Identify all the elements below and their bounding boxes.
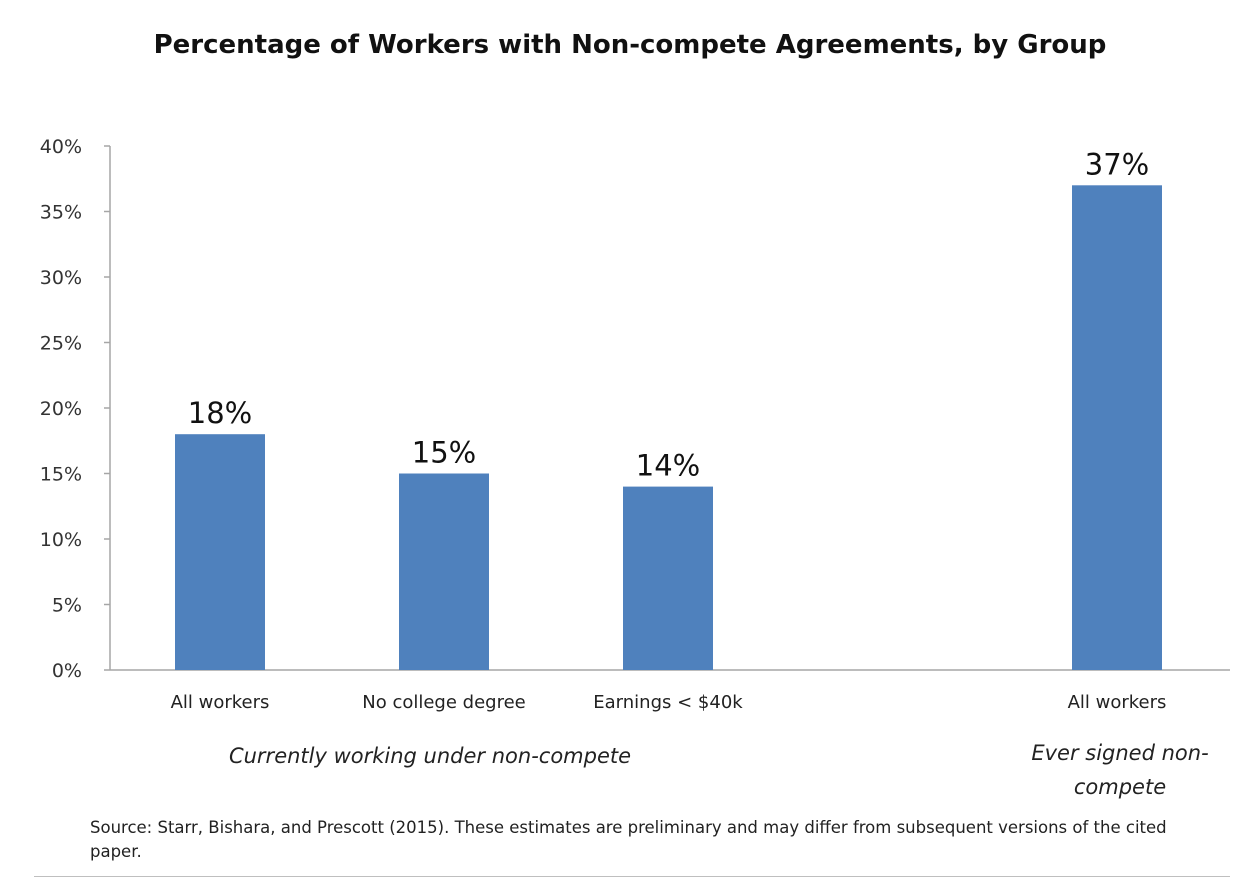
data-label: 37% bbox=[1085, 147, 1149, 181]
bar bbox=[1072, 185, 1162, 671]
bar bbox=[399, 473, 489, 670]
y-tick-label: 10% bbox=[40, 529, 82, 551]
chart-title: Percentage of Workers with Non-compete A… bbox=[154, 30, 1107, 60]
group-label: compete bbox=[1074, 775, 1166, 799]
axes: 0% 5% 10% 15% 20% 25% 30% 35% 40% bbox=[40, 136, 1230, 682]
data-label: 15% bbox=[412, 436, 476, 470]
y-tick-label: 0% bbox=[52, 660, 82, 682]
y-tick-label: 30% bbox=[40, 267, 82, 289]
bar bbox=[623, 486, 713, 670]
x-tick-label: All workers bbox=[1068, 692, 1167, 713]
x-tick-label: Earnings < $40k bbox=[593, 692, 743, 713]
source-note: Source: Starr, Bishara, and Prescott (20… bbox=[90, 818, 1167, 861]
y-tick-label: 25% bbox=[40, 333, 82, 355]
y-tick-label: 20% bbox=[40, 398, 82, 420]
y-tick-label: 35% bbox=[40, 202, 82, 224]
x-tick-label: All workers bbox=[171, 692, 270, 713]
data-label: 14% bbox=[636, 449, 700, 483]
bars bbox=[175, 185, 1162, 671]
y-tick-label: 5% bbox=[52, 595, 82, 617]
group-label: Currently working under non-compete bbox=[229, 744, 631, 768]
labels: 18% All workers 15% No college degree 14% Ear… bbox=[171, 147, 1209, 799]
y-tick-label: 15% bbox=[40, 464, 82, 486]
bar bbox=[175, 434, 265, 670]
bottom-divider bbox=[34, 876, 1230, 877]
group-label: Ever signed non- bbox=[1031, 741, 1208, 765]
data-label: 18% bbox=[188, 396, 252, 430]
x-tick-label: No college degree bbox=[362, 692, 526, 713]
y-tick-label: 40% bbox=[40, 136, 82, 158]
